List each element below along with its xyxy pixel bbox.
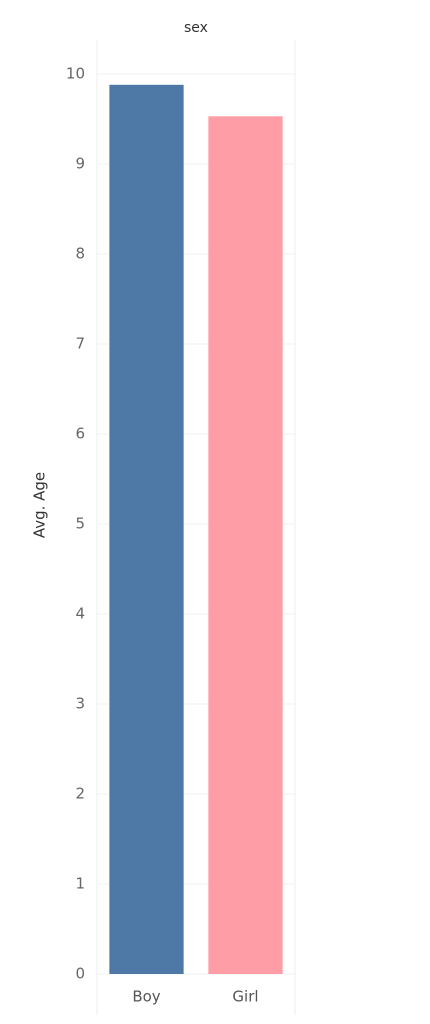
y-tick-label: 0: [75, 965, 85, 983]
bar: [109, 84, 184, 975]
y-tick-label: 6: [75, 425, 85, 443]
y-tick-label: 4: [75, 605, 85, 623]
y-tick-label: 5: [75, 515, 85, 533]
y-tick-label: 1: [75, 875, 85, 893]
y-tick-label: 2: [75, 785, 85, 803]
x-tick-label: Girl: [232, 988, 258, 1006]
column-header: sex: [184, 20, 208, 36]
y-tick-label: 8: [75, 245, 85, 263]
x-tick-label: Boy: [132, 988, 160, 1006]
bar: [208, 116, 283, 975]
y-tick-label: 3: [75, 695, 85, 713]
y-axis-label: Avg. Age: [31, 472, 49, 538]
y-tick-label: 7: [75, 335, 85, 353]
y-tick-label: 10: [66, 65, 85, 83]
y-tick-label: 9: [75, 155, 85, 173]
